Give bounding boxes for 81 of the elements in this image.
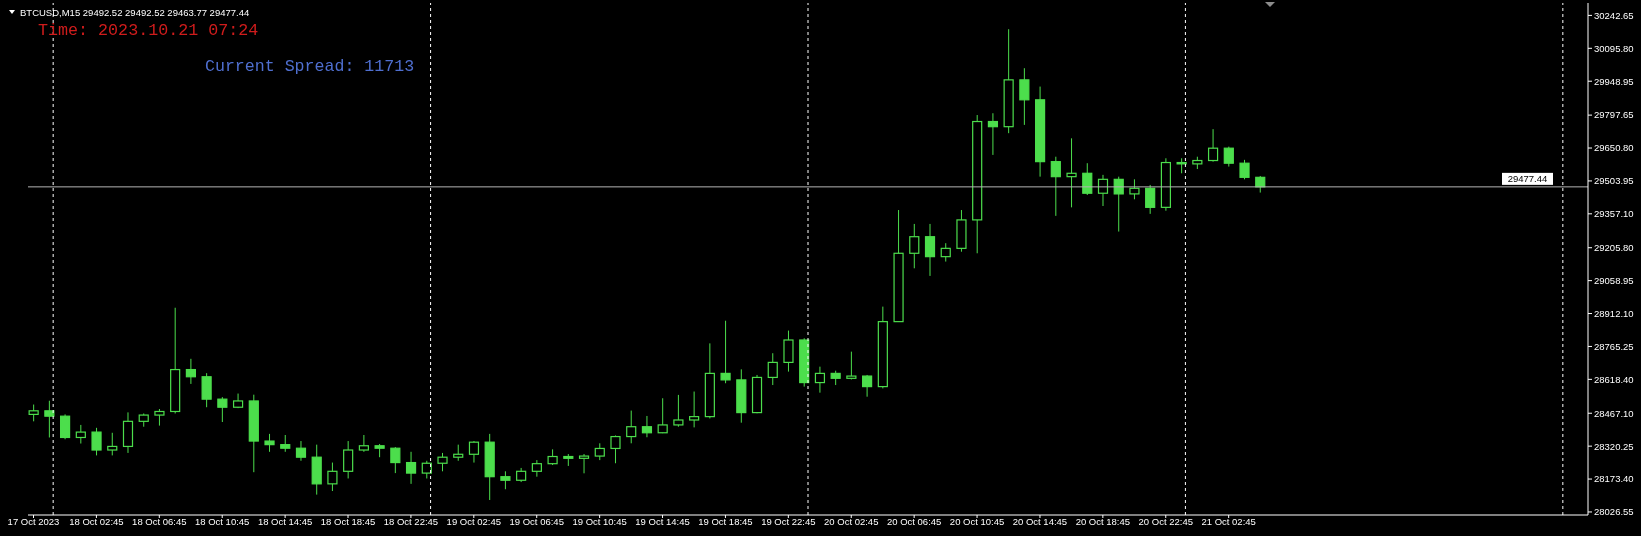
x-tick-label: 19 Oct 22:45 bbox=[761, 515, 816, 527]
annotation: Time: 2023.10.21 07:24 bbox=[38, 21, 259, 40]
candlestick bbox=[1019, 67, 1030, 126]
y-tick-label: 29650.80 bbox=[1594, 142, 1634, 154]
candlestick bbox=[767, 352, 778, 386]
ref-line-label: 29477.44 bbox=[1507, 173, 1548, 185]
candlestick bbox=[1145, 184, 1156, 215]
candlestick bbox=[626, 410, 637, 444]
candlestick bbox=[1129, 178, 1140, 200]
x-tick-label: 18 Oct 06:45 bbox=[132, 515, 187, 527]
x-tick-label: 19 Oct 02:45 bbox=[446, 515, 502, 527]
x-tick-label: 20 Oct 10:45 bbox=[949, 515, 1005, 527]
x-tick-label: 19 Oct 18:45 bbox=[698, 515, 753, 527]
candlestick bbox=[295, 440, 307, 462]
y-tick-label: 28618.40 bbox=[1594, 373, 1634, 385]
candlestick bbox=[107, 432, 118, 456]
y-tick-label: 28765.25 bbox=[1594, 340, 1634, 352]
y-tick-label: 28173.40 bbox=[1594, 473, 1634, 485]
y-tick-label: 29503.95 bbox=[1594, 175, 1634, 187]
annotation: Current Spread: 11713 bbox=[205, 57, 415, 76]
x-tick-label: 18 Oct 14:45 bbox=[257, 515, 313, 527]
y-tick-label: 28912.10 bbox=[1594, 307, 1634, 319]
x-tick-label: 18 Oct 22:45 bbox=[383, 515, 439, 527]
x-tick-label: 17 Oct 2023 bbox=[7, 515, 60, 527]
candlestick bbox=[673, 394, 684, 428]
candlestick bbox=[909, 223, 920, 269]
y-tick-label: 30095.80 bbox=[1594, 42, 1634, 54]
candlestick bbox=[1239, 159, 1250, 180]
x-tick-label: 19 Oct 14:45 bbox=[635, 515, 690, 527]
candlestick bbox=[1223, 146, 1234, 168]
candlestick bbox=[185, 358, 196, 385]
candlestick bbox=[91, 427, 102, 456]
candlestick bbox=[846, 351, 857, 380]
candlestick bbox=[44, 400, 55, 438]
y-tick-label: 28026.55 bbox=[1594, 506, 1634, 518]
x-tick-label: 18 Oct 10:45 bbox=[195, 515, 250, 527]
candlestick bbox=[343, 440, 354, 479]
x-tick-label: 19 Oct 06:45 bbox=[509, 515, 564, 527]
chart-title: BTCUSD,M15 29492.52 29492.52 29463.77 29477.44 bbox=[20, 6, 250, 18]
candlestick bbox=[75, 424, 86, 445]
x-tick-label: 19 Oct 10:45 bbox=[572, 515, 627, 527]
candlestick bbox=[610, 434, 621, 464]
y-tick-label: 29948.95 bbox=[1594, 75, 1634, 87]
candlestick bbox=[720, 320, 731, 384]
candlestick bbox=[657, 397, 668, 434]
y-tick-label: 29205.80 bbox=[1594, 242, 1634, 254]
x-tick-label: 18 Oct 02:45 bbox=[69, 515, 124, 527]
candlestick bbox=[217, 396, 228, 423]
candlestick bbox=[924, 223, 936, 277]
candlestick bbox=[940, 242, 951, 263]
candlestick bbox=[689, 391, 700, 428]
candlestick bbox=[814, 366, 826, 394]
candlestick bbox=[201, 372, 212, 408]
candlestick bbox=[405, 451, 417, 485]
x-tick-label: 21 Oct 02:45 bbox=[1201, 515, 1256, 527]
candlestick bbox=[783, 330, 794, 373]
candlestick bbox=[1066, 137, 1077, 208]
candlestick bbox=[358, 434, 369, 453]
x-tick-label: 20 Oct 22:45 bbox=[1138, 515, 1193, 527]
candlestick bbox=[1050, 156, 1061, 217]
candlestick bbox=[390, 446, 401, 474]
candlestick bbox=[437, 452, 448, 472]
y-tick-label: 28467.10 bbox=[1594, 407, 1634, 419]
y-tick-label: 28320.25 bbox=[1594, 440, 1634, 452]
x-tick-label: 20 Oct 18:45 bbox=[1075, 515, 1131, 527]
candlestick bbox=[468, 440, 480, 464]
candlestick bbox=[327, 462, 338, 492]
candlestick bbox=[578, 453, 590, 474]
candlestick bbox=[641, 415, 653, 438]
candlestick bbox=[59, 413, 71, 440]
candlestick bbox=[1207, 128, 1219, 163]
y-tick-label: 29797.65 bbox=[1594, 109, 1634, 121]
x-tick-label: 20 Oct 02:45 bbox=[824, 515, 879, 527]
x-tick-label: 20 Oct 14:45 bbox=[1012, 515, 1068, 527]
y-tick-label: 29058.95 bbox=[1594, 275, 1634, 287]
candlestick bbox=[531, 459, 542, 478]
candlestick bbox=[987, 112, 999, 156]
y-tick-label: 29357.10 bbox=[1594, 208, 1634, 220]
y-tick-label: 30242.65 bbox=[1594, 9, 1634, 21]
x-tick-label: 18 Oct 18:45 bbox=[320, 515, 376, 527]
x-tick-label: 20 Oct 06:45 bbox=[886, 515, 942, 527]
